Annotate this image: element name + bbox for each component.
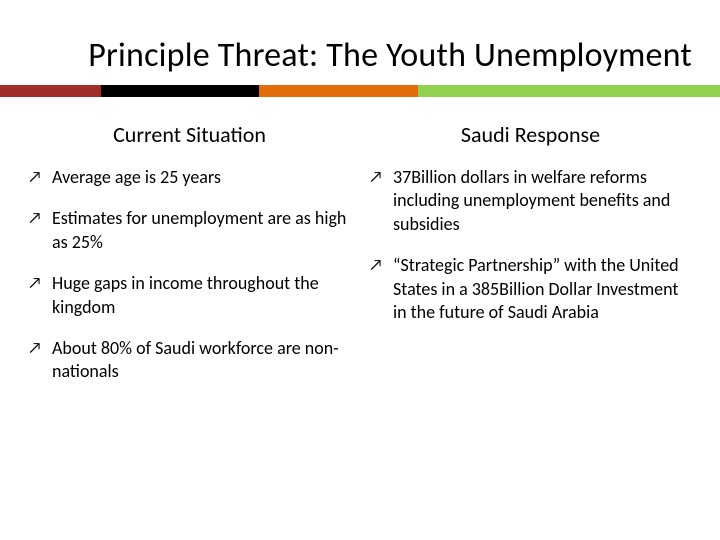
bullet-text: Huge gaps in income throughout the kingd… [52, 272, 351, 319]
list-item: ↗ Estimates for unemployment are as high… [28, 207, 351, 254]
arrow-icon: ↗ [28, 272, 52, 295]
accent-color-bar [0, 85, 720, 97]
title-block: Principle Threat: The Youth Unemployment [0, 30, 720, 85]
arrow-icon: ↗ [369, 166, 393, 189]
arrow-icon: ↗ [28, 166, 52, 189]
bar-segment-3 [259, 85, 417, 97]
list-item: ↗ Average age is 25 years [28, 166, 351, 189]
left-column: Current Situation ↗ Average age is 25 ye… [28, 121, 351, 402]
content-area: Current Situation ↗ Average age is 25 ye… [0, 97, 720, 402]
right-bullet-list: ↗ 37Billion dollars in welfare reforms i… [369, 166, 692, 324]
bullet-text: About 80% of Saudi workforce are non-nat… [52, 337, 351, 384]
list-item: ↗ About 80% of Saudi workforce are non-n… [28, 337, 351, 384]
bullet-text: “Strategic Partnership” with the United … [393, 254, 692, 324]
bar-segment-4 [418, 85, 720, 97]
right-column-heading: Saudi Response [369, 121, 692, 148]
bullet-text: 37Billion dollars in welfare reforms inc… [393, 166, 692, 236]
left-column-heading: Current Situation [28, 121, 351, 148]
list-item: ↗ Huge gaps in income throughout the kin… [28, 272, 351, 319]
arrow-icon: ↗ [28, 337, 52, 360]
list-item: ↗ “Strategic Partnership” with the Unite… [369, 254, 692, 324]
bar-segment-1 [0, 85, 101, 97]
bar-segment-2 [101, 85, 259, 97]
bullet-text: Average age is 25 years [52, 166, 351, 189]
right-column: Saudi Response ↗ 37Billion dollars in we… [369, 121, 692, 402]
top-spacer [0, 0, 720, 30]
left-bullet-list: ↗ Average age is 25 years ↗ Estimates fo… [28, 166, 351, 384]
arrow-icon: ↗ [369, 254, 393, 277]
bullet-text: Estimates for unemployment are as high a… [52, 207, 351, 254]
arrow-icon: ↗ [28, 207, 52, 230]
list-item: ↗ 37Billion dollars in welfare reforms i… [369, 166, 692, 236]
slide-title: Principle Threat: The Youth Unemployment [28, 36, 692, 75]
